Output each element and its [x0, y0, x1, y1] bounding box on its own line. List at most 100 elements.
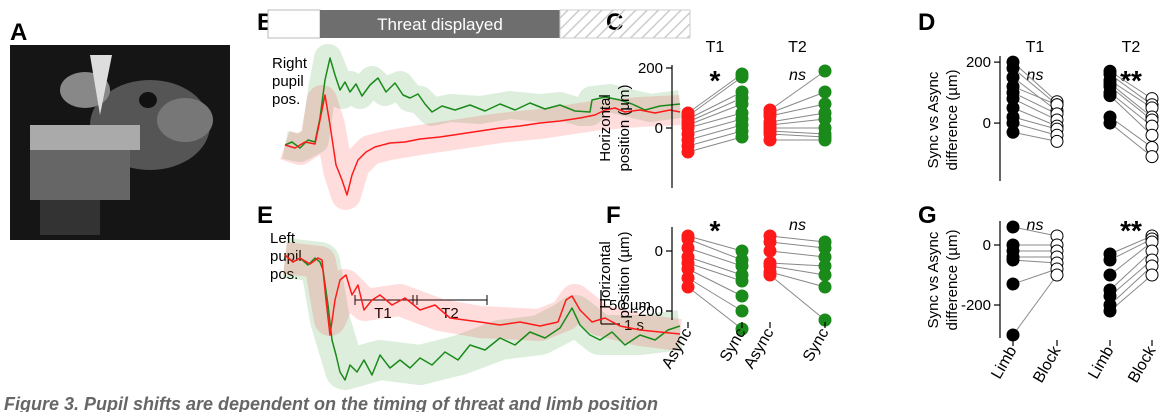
pair-line — [687, 112, 743, 129]
pair-line — [687, 97, 743, 123]
pair-line — [687, 277, 743, 312]
pair-line — [1012, 86, 1058, 106]
y-axis-label: position (µm) — [616, 231, 633, 318]
pair-line — [687, 256, 743, 276]
pair-line — [769, 112, 826, 123]
significance: ns — [789, 217, 806, 234]
right-pupil-traces — [280, 44, 682, 210]
y-axis-label: difference (µm) — [944, 70, 961, 171]
pair-line — [1012, 131, 1058, 142]
trace-label: Left — [270, 230, 296, 247]
pair-line — [769, 91, 826, 114]
pair-line — [1109, 265, 1153, 306]
y-axis-label: Sync vs Async — [925, 231, 942, 328]
panel-label: F — [606, 202, 621, 229]
pair-line — [1012, 274, 1058, 336]
dot — [1006, 277, 1020, 291]
dot — [735, 70, 749, 84]
y-tick-label: 0 — [655, 120, 663, 137]
dot — [1145, 150, 1159, 164]
pair-line — [769, 262, 826, 267]
dot — [818, 268, 832, 282]
x-tick-label: Block — [1125, 343, 1160, 386]
pair-line — [687, 73, 743, 114]
x-tick-label: Sync — [800, 326, 833, 365]
epoch-label: T1 — [374, 305, 392, 322]
pair-line — [687, 136, 743, 153]
group-title: T2 — [788, 39, 807, 56]
y-tick-label: -200 — [633, 303, 663, 320]
dot — [1103, 253, 1117, 267]
trace-label: pos. — [270, 266, 298, 283]
pair-line — [1109, 70, 1153, 100]
pair-line — [687, 124, 743, 141]
y-tick-label: 200 — [966, 54, 991, 71]
pair-line — [1012, 226, 1058, 237]
dot — [681, 145, 695, 159]
post-period — [559, 9, 691, 39]
dot — [735, 289, 749, 303]
significance: * — [710, 65, 721, 96]
pair-line — [769, 103, 826, 117]
trace-label: pupil — [272, 73, 304, 90]
significance: * — [710, 215, 721, 246]
pair-line — [769, 265, 826, 276]
epoch-label: T2 — [441, 305, 459, 322]
significance: ns — [1027, 217, 1044, 234]
y-tick-label: -200 — [961, 297, 991, 314]
pair-line — [1109, 250, 1153, 291]
dot — [1050, 134, 1064, 148]
pair-line — [1109, 259, 1153, 297]
y-tick-label: 0 — [983, 115, 991, 132]
x-tick-label: Block — [1030, 343, 1065, 386]
pair-line — [687, 103, 743, 126]
caption: Figure 3. Pupil shifts are dependent on … — [4, 394, 658, 412]
pair-line — [1109, 238, 1153, 261]
dot — [818, 85, 832, 99]
dot — [1050, 268, 1064, 282]
pair-line — [1109, 122, 1153, 158]
dot — [1145, 268, 1159, 282]
panel-label: D — [918, 9, 935, 36]
significance: ns — [1027, 67, 1044, 84]
pair-line — [1012, 259, 1058, 264]
dot — [818, 280, 832, 294]
dot — [763, 244, 777, 258]
dot — [735, 304, 749, 318]
pair-line — [769, 118, 826, 126]
pair-line — [687, 238, 743, 261]
group-title: T1 — [706, 39, 725, 56]
pre-period — [267, 9, 321, 39]
pair-line — [1109, 79, 1153, 109]
dot — [1006, 220, 1020, 234]
pair-line — [769, 250, 826, 258]
pair-line — [1012, 92, 1058, 115]
y-axis-label: Horizontal — [597, 241, 614, 309]
pair-line — [687, 268, 743, 297]
pair-line — [1109, 95, 1153, 136]
left-pupil-traces — [282, 238, 683, 390]
pair-line — [1109, 235, 1153, 255]
y-tick-label: 200 — [638, 60, 663, 77]
x-tick-label: Limb — [1085, 343, 1117, 382]
pair-line — [687, 286, 743, 330]
pair-line — [1109, 241, 1153, 276]
y-axis-label: Horizontal — [597, 94, 614, 162]
pair-line — [1012, 76, 1058, 112]
dot — [1103, 268, 1117, 282]
dot — [1006, 253, 1020, 267]
pair-line — [1109, 86, 1153, 121]
dot — [735, 274, 749, 288]
pair-line — [1109, 73, 1153, 106]
pair-line — [1012, 98, 1058, 121]
pair-line — [1109, 274, 1153, 312]
pair-line — [1012, 268, 1058, 285]
pair-line — [687, 247, 743, 267]
y-tick-label: 0 — [655, 243, 663, 260]
dot — [1145, 128, 1159, 142]
pair-line — [769, 271, 826, 288]
pair-line — [687, 235, 743, 252]
dot — [1006, 328, 1020, 342]
pair-line — [1109, 83, 1153, 118]
